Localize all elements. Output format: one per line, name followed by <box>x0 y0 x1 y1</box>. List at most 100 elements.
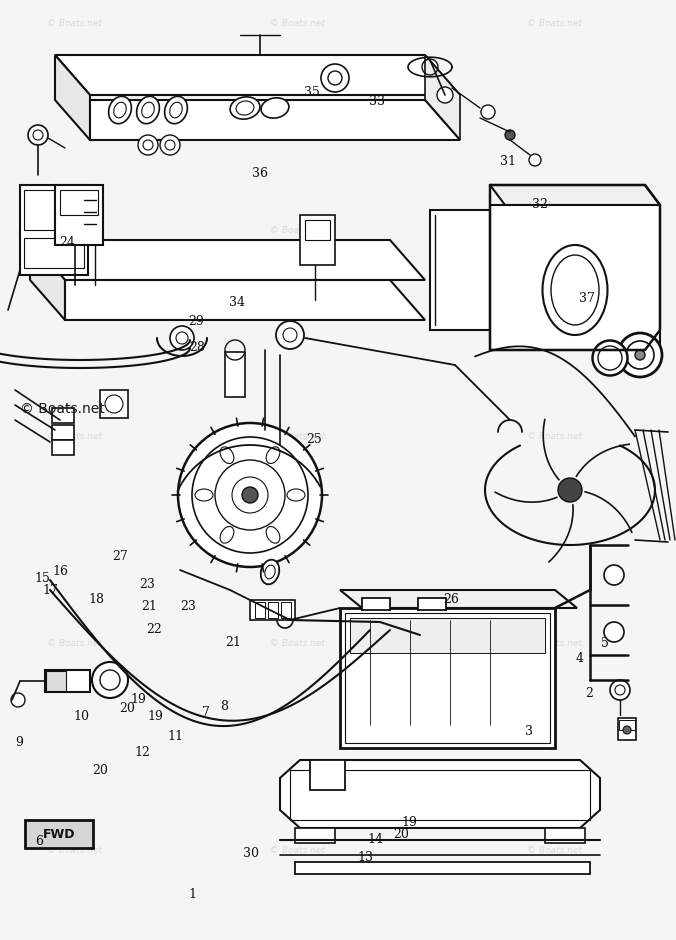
Text: 2: 2 <box>585 687 594 700</box>
Text: 21: 21 <box>225 635 241 649</box>
Circle shape <box>618 333 662 377</box>
Circle shape <box>529 154 541 166</box>
Ellipse shape <box>592 340 627 375</box>
Bar <box>250 600 295 620</box>
Text: © Boats.net: © Boats.net <box>47 846 102 855</box>
Text: © Boats.net: © Boats.net <box>527 432 582 442</box>
Polygon shape <box>490 185 660 205</box>
Text: 17: 17 <box>43 584 59 597</box>
Circle shape <box>28 125 48 145</box>
Ellipse shape <box>220 446 234 463</box>
Circle shape <box>232 477 268 513</box>
Text: © Boats.net: © Boats.net <box>527 639 582 649</box>
Text: © Boats.net: © Boats.net <box>270 19 325 28</box>
Bar <box>255 602 265 618</box>
Polygon shape <box>425 55 460 140</box>
Text: 30: 30 <box>243 847 260 860</box>
Bar <box>305 220 330 240</box>
Text: 34: 34 <box>228 296 245 309</box>
Ellipse shape <box>261 98 289 118</box>
Ellipse shape <box>195 489 213 501</box>
Text: © Boats.net: © Boats.net <box>527 19 582 28</box>
Bar <box>418 598 446 610</box>
Circle shape <box>277 612 293 628</box>
Text: © Boats.net: © Boats.net <box>527 226 582 235</box>
Circle shape <box>610 680 630 700</box>
Bar <box>281 602 291 618</box>
Text: 29: 29 <box>188 315 204 328</box>
Text: 37: 37 <box>579 292 595 306</box>
Bar <box>295 828 335 843</box>
Circle shape <box>604 622 624 642</box>
Text: 8: 8 <box>220 700 228 713</box>
Circle shape <box>481 105 495 119</box>
Bar <box>273 440 287 482</box>
Text: 1: 1 <box>189 888 197 901</box>
Text: © Boats.net: © Boats.net <box>527 846 582 855</box>
Circle shape <box>242 487 258 503</box>
Text: 21: 21 <box>141 600 157 613</box>
Circle shape <box>276 321 304 349</box>
Bar <box>46 671 66 691</box>
Text: 31: 31 <box>500 155 516 168</box>
Ellipse shape <box>287 489 305 501</box>
Text: 19: 19 <box>401 816 417 829</box>
Bar <box>24 190 84 230</box>
Bar <box>490 205 660 350</box>
Text: 4: 4 <box>576 651 584 665</box>
Circle shape <box>321 64 349 92</box>
Text: 14: 14 <box>367 833 383 846</box>
Bar <box>295 862 590 874</box>
Circle shape <box>192 437 308 553</box>
Bar <box>430 210 530 330</box>
Polygon shape <box>65 280 425 320</box>
Polygon shape <box>30 240 425 280</box>
Text: 23: 23 <box>139 578 155 591</box>
Bar <box>100 390 128 418</box>
Circle shape <box>604 565 624 585</box>
Circle shape <box>92 662 128 698</box>
Ellipse shape <box>137 96 160 124</box>
Bar <box>225 352 245 397</box>
Bar <box>45 670 90 692</box>
Text: © Boats.net: © Boats.net <box>270 639 325 649</box>
Text: 26: 26 <box>443 593 460 606</box>
Text: © Boats.net: © Boats.net <box>270 432 325 442</box>
Text: 10: 10 <box>73 710 89 723</box>
Circle shape <box>623 726 631 734</box>
Circle shape <box>437 87 453 103</box>
Text: © Boats.net: © Boats.net <box>270 846 325 855</box>
Text: 6: 6 <box>35 835 43 848</box>
Circle shape <box>11 693 25 707</box>
Text: 22: 22 <box>146 623 162 636</box>
Circle shape <box>170 326 194 350</box>
Text: © Boats.net: © Boats.net <box>47 226 102 235</box>
Text: 20: 20 <box>119 702 135 715</box>
Text: © Boats.net: © Boats.net <box>47 432 102 442</box>
Circle shape <box>635 350 645 360</box>
Polygon shape <box>340 590 577 608</box>
Bar <box>619 720 635 730</box>
Ellipse shape <box>220 526 234 543</box>
Text: 11: 11 <box>168 730 184 744</box>
Text: 18: 18 <box>88 593 104 606</box>
Bar <box>300 215 335 265</box>
Circle shape <box>178 423 322 567</box>
Text: © Boats.net: © Boats.net <box>47 639 102 649</box>
Circle shape <box>558 478 582 502</box>
Text: 23: 23 <box>180 600 196 613</box>
Text: 19: 19 <box>147 710 164 723</box>
Bar <box>52 425 74 440</box>
Text: 32: 32 <box>531 198 548 212</box>
Text: 7: 7 <box>202 706 210 719</box>
Bar <box>52 408 74 423</box>
Text: 33: 33 <box>369 95 385 108</box>
Text: 20: 20 <box>393 828 410 841</box>
Circle shape <box>138 135 158 155</box>
Bar <box>345 613 550 743</box>
Text: © Boats.net: © Boats.net <box>20 402 105 415</box>
Text: 9: 9 <box>15 736 23 749</box>
Ellipse shape <box>230 97 260 119</box>
Bar <box>20 185 88 275</box>
Text: FWD: FWD <box>43 827 75 840</box>
